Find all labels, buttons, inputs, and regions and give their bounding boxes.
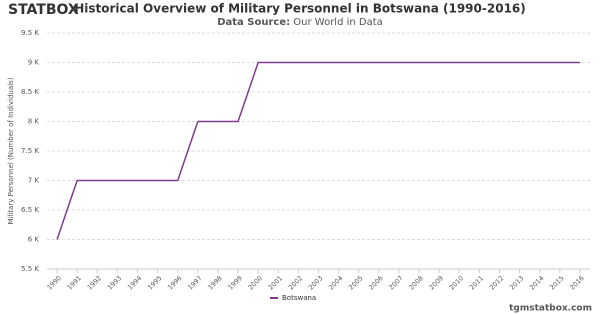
x-tick-label: 2014 bbox=[528, 274, 545, 291]
x-tick-label: 2004 bbox=[327, 274, 344, 291]
y-tick-label: 9.5 K bbox=[21, 29, 39, 37]
y-tick-label: 8 K bbox=[28, 118, 40, 126]
x-tick-label: 2015 bbox=[548, 274, 565, 291]
x-tick-label: 1990 bbox=[46, 274, 63, 291]
x-tick-label: 2003 bbox=[307, 274, 324, 291]
x-tick-label: 1991 bbox=[66, 274, 83, 291]
x-tick-label: 2016 bbox=[568, 274, 585, 291]
y-tick-label: 9 K bbox=[28, 59, 40, 67]
y-tick-label: 8.5 K bbox=[21, 88, 39, 96]
y-tick-label: 5.5 K bbox=[21, 265, 39, 273]
y-tick-label: 7.5 K bbox=[21, 147, 39, 155]
line-series bbox=[56, 61, 580, 240]
x-tick-label: 2001 bbox=[267, 274, 284, 291]
x-tick-label: 1993 bbox=[106, 274, 123, 291]
x-tick-label: 1999 bbox=[227, 274, 244, 291]
x-tick-label: 1995 bbox=[146, 274, 163, 291]
y-tick-label: 6.5 K bbox=[21, 206, 39, 214]
x-tick-label: 1998 bbox=[206, 274, 223, 291]
y-tick-label: 7 K bbox=[28, 177, 40, 185]
x-tick-label: 2007 bbox=[387, 274, 404, 291]
x-tick-label: 2006 bbox=[367, 274, 384, 291]
subtitle-text: Our World in Data bbox=[293, 17, 383, 28]
x-tick-label: 2010 bbox=[448, 274, 465, 291]
x-tick-label: 1996 bbox=[166, 274, 183, 291]
source: tgmstatbox.com bbox=[509, 304, 592, 314]
x-tick-label: 1997 bbox=[186, 274, 203, 291]
x-tick-label: 2013 bbox=[508, 274, 525, 291]
y-axis-title: Military Personnel (Number of Individual… bbox=[7, 77, 15, 224]
x-tick-label: 2011 bbox=[468, 274, 485, 291]
x-tick-label: 2000 bbox=[247, 274, 264, 291]
chart-title: Historical Overview of Military Personne… bbox=[74, 2, 526, 16]
y-tick-label: 6 K bbox=[28, 236, 40, 244]
chart-subtitle: Data Source: Our World in Data bbox=[217, 17, 383, 28]
x-tick-label: 2012 bbox=[488, 274, 505, 291]
subtitle-label: Data Source: bbox=[217, 17, 290, 28]
x-tick-label: 2009 bbox=[428, 274, 445, 291]
x-tick-label: 2008 bbox=[408, 274, 425, 291]
legend-label: Botswana bbox=[282, 294, 316, 302]
x-tick-label: 1992 bbox=[86, 274, 103, 291]
x-tick-label: 2002 bbox=[287, 274, 304, 291]
x-tick-label: 1994 bbox=[126, 274, 143, 291]
x-tick-label: 2005 bbox=[347, 274, 364, 291]
logo: STATBOX bbox=[8, 2, 79, 18]
